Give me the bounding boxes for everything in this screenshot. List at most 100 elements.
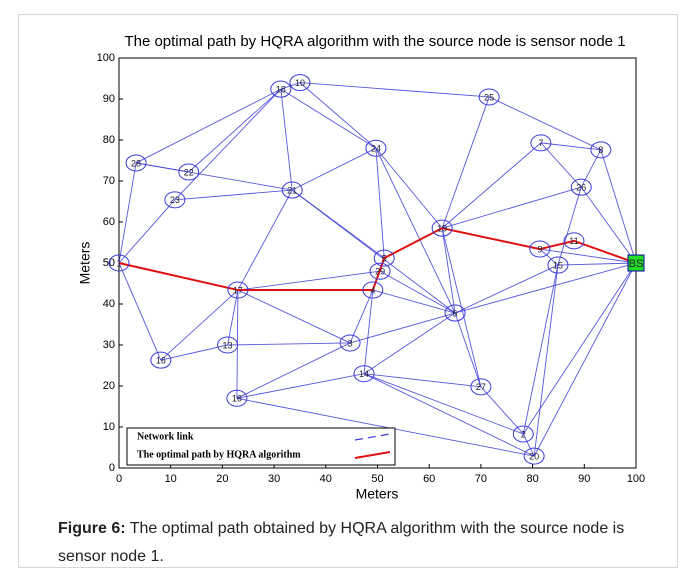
node-label: 20	[529, 451, 539, 461]
network-link	[174, 189, 293, 201]
node-label: 15	[553, 260, 563, 270]
sensor-node	[125, 154, 147, 172]
sensor-node	[523, 447, 545, 465]
network-link	[441, 186, 582, 229]
y-tick-label: 90	[103, 93, 115, 105]
sensor-node	[362, 281, 384, 299]
network-link	[557, 262, 637, 266]
y-tick-label: 70	[103, 175, 115, 187]
node-label: 9	[537, 244, 542, 254]
network-link	[454, 264, 559, 314]
network-link	[364, 373, 481, 388]
network-link	[441, 228, 456, 314]
node-label: 5	[382, 253, 387, 263]
network-link	[522, 264, 559, 435]
sensor-node	[217, 336, 239, 354]
node-label: 17	[233, 285, 243, 295]
chart: The optimal path by HQRA algorithm with …	[77, 33, 645, 502]
sensor-node	[365, 139, 387, 157]
network-link	[441, 96, 490, 229]
network-link	[540, 142, 582, 188]
node-label: 14	[359, 369, 369, 379]
network-link	[533, 262, 637, 457]
node-label: 11	[569, 236, 578, 246]
x-tick-label: 70	[475, 473, 487, 485]
network-link	[580, 149, 602, 188]
sensor-node	[563, 232, 585, 250]
sensor-node	[512, 425, 534, 443]
chart-title: The optimal path by HQRA algorithm with …	[124, 33, 625, 50]
x-tick-label: 40	[320, 473, 332, 485]
sensor-node	[444, 304, 466, 322]
network-link	[135, 88, 282, 164]
sensor-node	[353, 365, 375, 383]
x-tick-label: 0	[116, 473, 122, 485]
caption-label: Figure 6:	[58, 520, 126, 537]
x-tick-label: 100	[627, 473, 645, 485]
sensor-node	[339, 334, 361, 352]
x-tick-label: 60	[423, 473, 435, 485]
node-label: 7	[538, 138, 543, 148]
sensor-node	[529, 240, 551, 258]
sensor-node	[590, 141, 612, 159]
node-label: BS	[629, 258, 644, 270]
node-label: 13	[223, 340, 233, 350]
network-link	[160, 289, 239, 361]
caption-text: The optimal path obtained by HQRA algori…	[58, 520, 625, 565]
node-label: 24	[371, 144, 381, 154]
x-tick-label: 90	[578, 473, 590, 485]
x-tick-label: 30	[268, 473, 280, 485]
network-link	[539, 248, 637, 264]
legend-box	[126, 427, 396, 466]
network-link	[379, 270, 456, 314]
legend-label: Network link	[137, 431, 194, 442]
sensor-node	[108, 254, 130, 272]
sensor-node	[270, 80, 292, 98]
network-link	[227, 342, 351, 346]
network-link	[480, 386, 524, 435]
node-label: 16	[232, 394, 242, 404]
network-link	[118, 199, 176, 264]
network-link	[237, 189, 293, 291]
sensor-node	[226, 389, 248, 407]
sensor-node	[570, 178, 592, 196]
sensor-node	[478, 88, 500, 106]
y-tick-label: 10	[103, 421, 115, 433]
network-link	[299, 82, 377, 149]
network-link	[454, 262, 637, 314]
network-link	[441, 142, 542, 229]
legend-swatch	[354, 451, 391, 459]
sensor-node	[530, 134, 552, 152]
node-label: 10	[295, 78, 305, 88]
legend-swatch	[354, 433, 391, 441]
network-link	[363, 312, 456, 375]
network-link	[349, 312, 456, 344]
sensor-node	[470, 378, 492, 396]
sensor-node	[373, 249, 395, 267]
network-link	[600, 149, 637, 264]
network-link	[299, 82, 490, 98]
network-link	[236, 342, 351, 399]
network-link	[237, 270, 381, 291]
node-label: 6	[453, 308, 458, 318]
network-link	[280, 89, 293, 191]
y-axis-label: Meters	[77, 242, 93, 285]
node-label: 19	[437, 224, 447, 234]
network-link	[291, 189, 456, 314]
optimal-path	[118, 227, 637, 292]
node-label: 18	[276, 85, 286, 95]
sensor-node	[369, 262, 391, 280]
node-label: 2	[521, 429, 526, 439]
network-link	[522, 262, 637, 435]
network-link	[160, 344, 228, 361]
node-label: 16	[156, 356, 166, 366]
node-label: 26	[576, 183, 586, 193]
network-link	[488, 96, 602, 151]
y-tick-label: 40	[103, 298, 115, 310]
legend-label: The optimal path by HQRA algorithm	[137, 449, 301, 460]
network-link	[349, 289, 374, 344]
network-link	[533, 264, 559, 457]
x-tick-label: 20	[216, 473, 228, 485]
node-label: 3	[348, 338, 353, 348]
